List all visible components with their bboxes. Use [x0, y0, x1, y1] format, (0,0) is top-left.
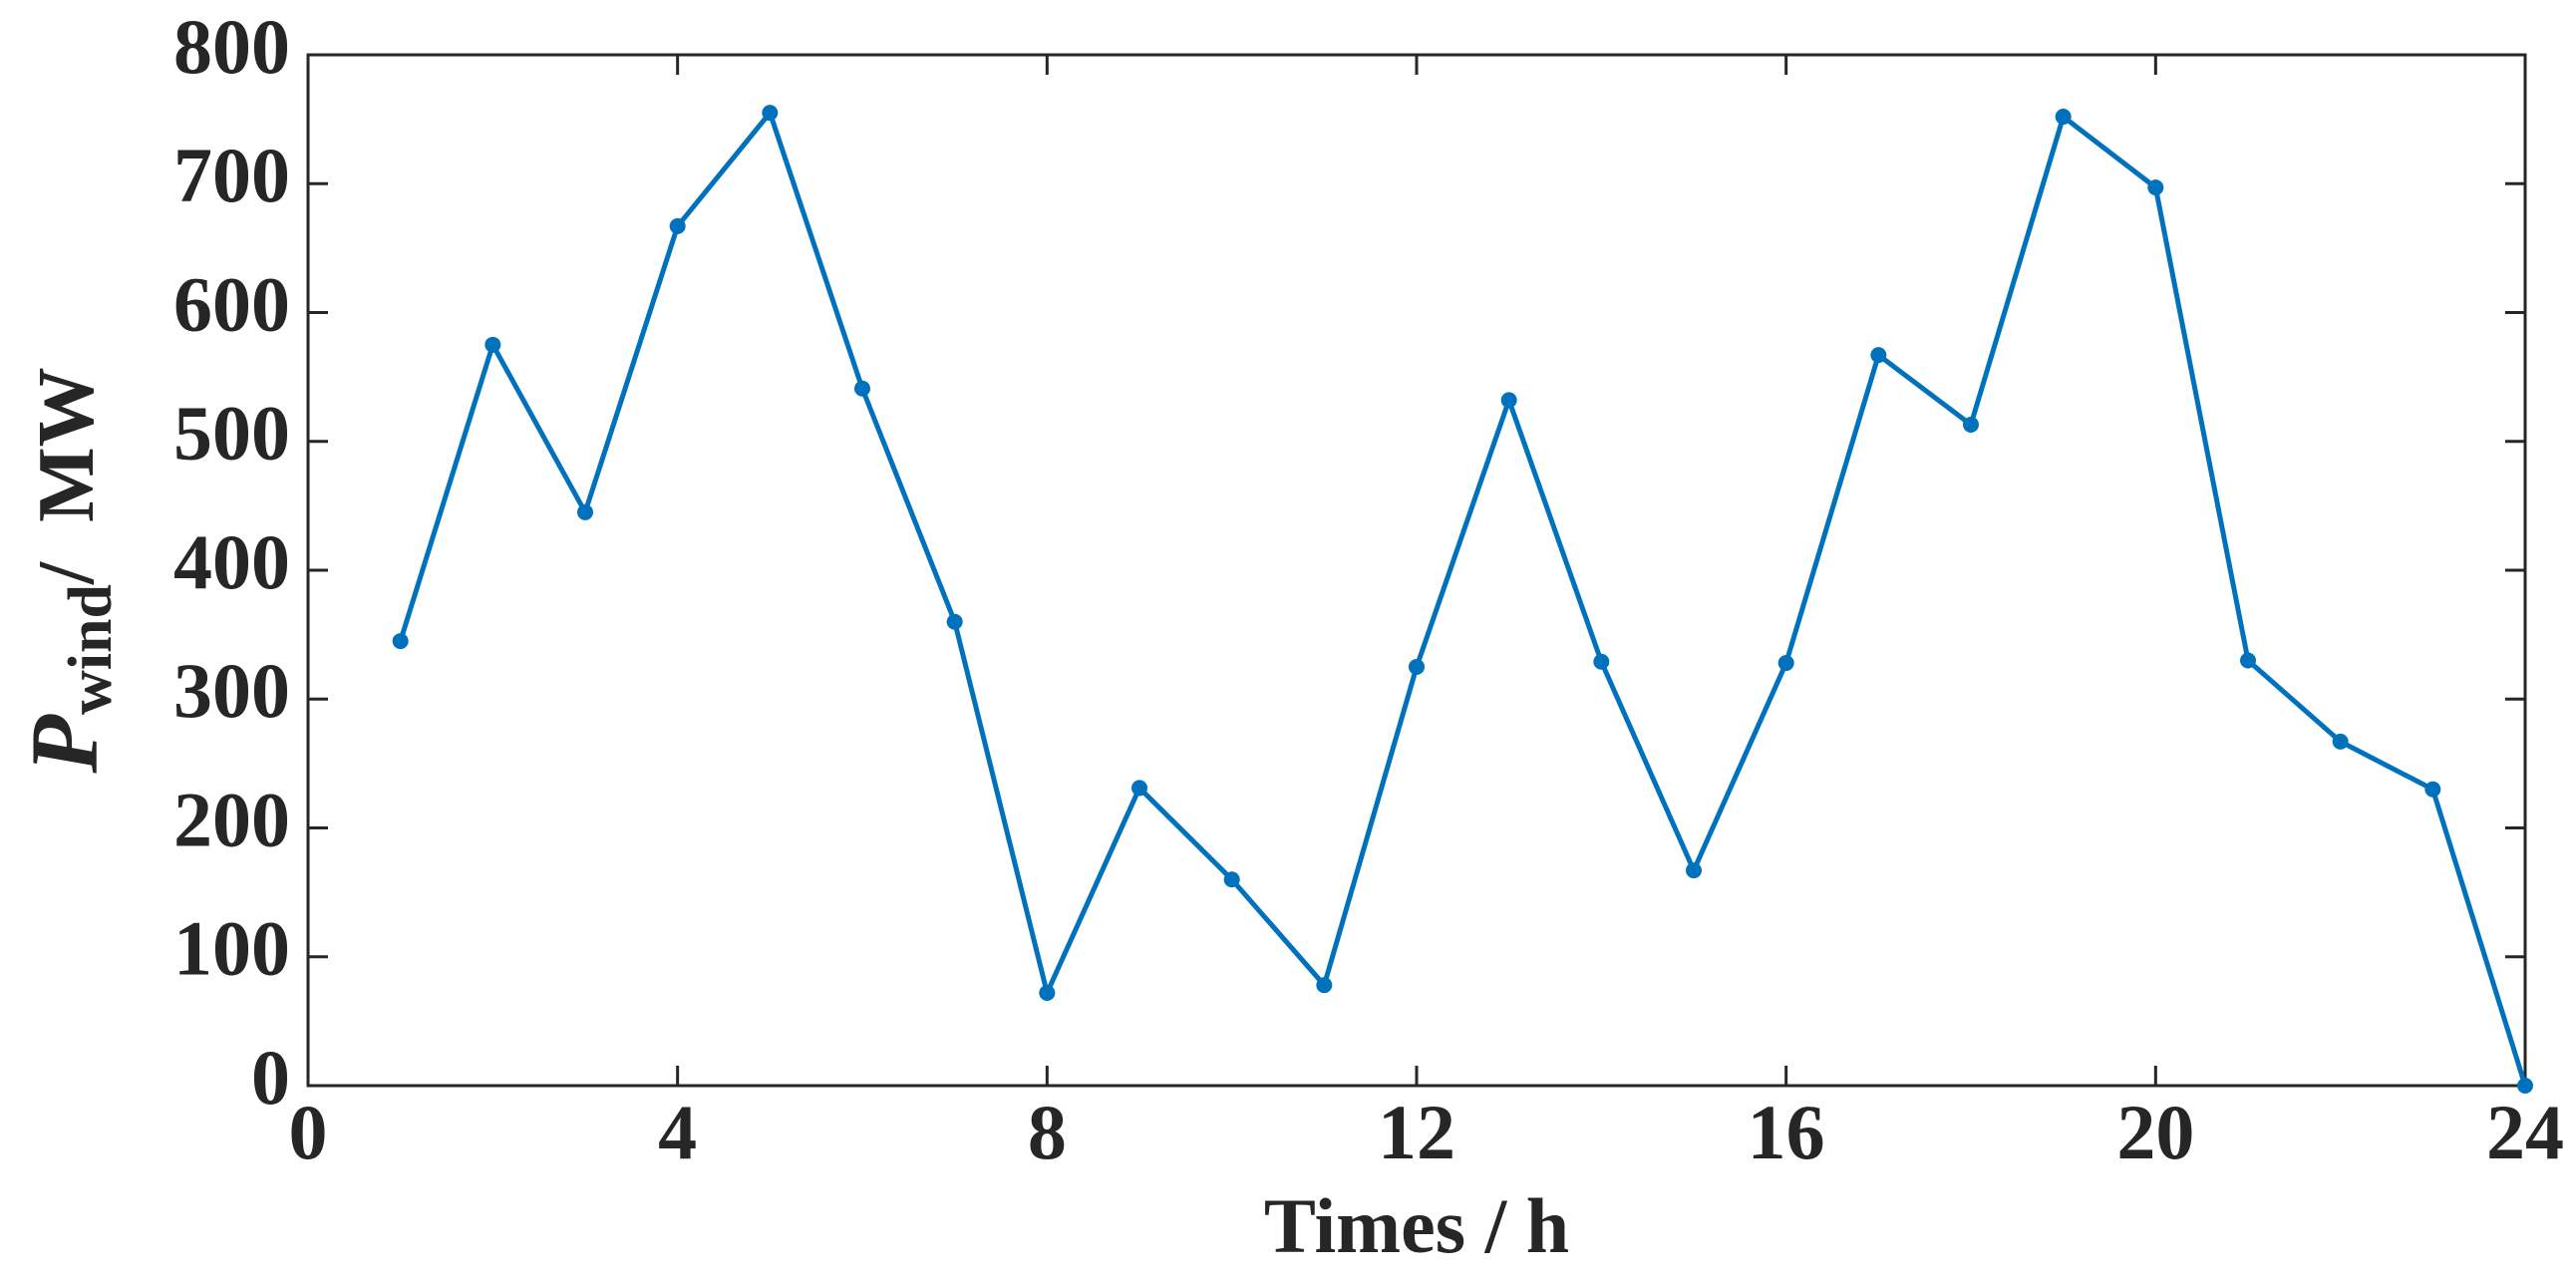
- data-point: [1777, 655, 1794, 672]
- x-tick-label: 0: [289, 1089, 328, 1175]
- data-point: [1686, 862, 1702, 879]
- x-tick-label: 8: [1028, 1089, 1067, 1175]
- y-tick-label: 200: [173, 776, 290, 862]
- data-point: [1039, 984, 1056, 1001]
- data-point: [2332, 733, 2349, 750]
- data-point: [1223, 871, 1240, 888]
- data-point: [577, 503, 593, 520]
- x-axis-label: Times / h: [1264, 1182, 1569, 1269]
- x-tick-label: 4: [658, 1089, 697, 1175]
- data-point: [392, 633, 409, 650]
- data-point: [1409, 658, 1425, 675]
- data-point: [946, 613, 963, 630]
- data-point: [2517, 1078, 2533, 1094]
- x-tick-label: 12: [1378, 1089, 1455, 1175]
- data-point: [2240, 652, 2256, 669]
- y-tick-label: 400: [173, 518, 290, 605]
- y-tick-label: 800: [173, 3, 290, 90]
- data-point: [1963, 416, 1979, 433]
- y-tick-label: 500: [173, 390, 290, 477]
- y-label-unit: / MW: [23, 367, 111, 585]
- x-tick-label: 16: [1748, 1089, 1825, 1175]
- y-tick-label: 700: [173, 132, 290, 218]
- data-point: [1500, 392, 1517, 409]
- y-tick-label: 600: [173, 260, 290, 347]
- y-tick-label: 300: [173, 647, 290, 734]
- y-axis-label: Pwind/ MW: [11, 367, 125, 774]
- data-point: [1593, 653, 1610, 670]
- x-tick-label: 20: [2116, 1089, 2194, 1175]
- data-point: [1316, 977, 1333, 994]
- data-point: [854, 380, 870, 397]
- data-line: [398, 110, 2528, 1087]
- x-tick-label: 24: [2486, 1089, 2564, 1175]
- data-point: [762, 105, 779, 122]
- data-point: [2424, 781, 2441, 798]
- y-tick-label: 0: [251, 1034, 290, 1121]
- data-point: [669, 217, 686, 234]
- data-point: [2055, 109, 2072, 126]
- y-label-subscript: wind: [57, 584, 125, 715]
- data-point: [484, 336, 501, 353]
- plot-frame: [306, 53, 2527, 1088]
- data-point: [1131, 780, 1147, 797]
- y-label-symbol: P: [11, 714, 118, 775]
- y-tick-label: 100: [173, 905, 290, 992]
- data-point: [1870, 347, 1887, 364]
- data-point: [2147, 179, 2164, 196]
